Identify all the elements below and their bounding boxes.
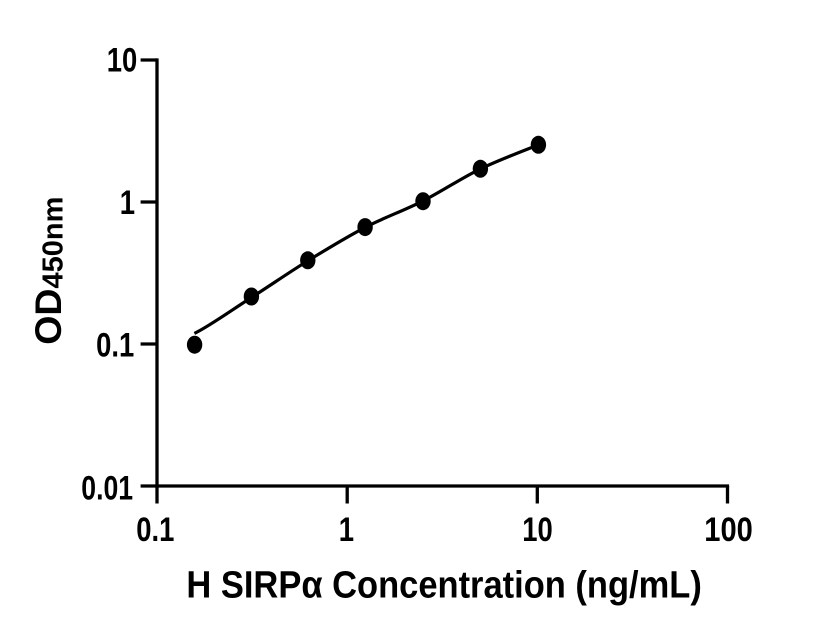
svg-text:0.01: 0.01 xyxy=(81,469,133,507)
svg-text:10: 10 xyxy=(522,511,553,549)
svg-text:10: 10 xyxy=(107,42,138,80)
svg-text:100: 100 xyxy=(704,511,753,549)
svg-text:1: 1 xyxy=(339,511,354,549)
svg-text:1: 1 xyxy=(120,184,135,222)
svg-text:H SIRPα Concentration (ng/mL): H SIRPα Concentration (ng/mL) xyxy=(186,564,702,607)
svg-text:0.1: 0.1 xyxy=(96,326,134,364)
svg-text:0.1: 0.1 xyxy=(136,511,174,549)
